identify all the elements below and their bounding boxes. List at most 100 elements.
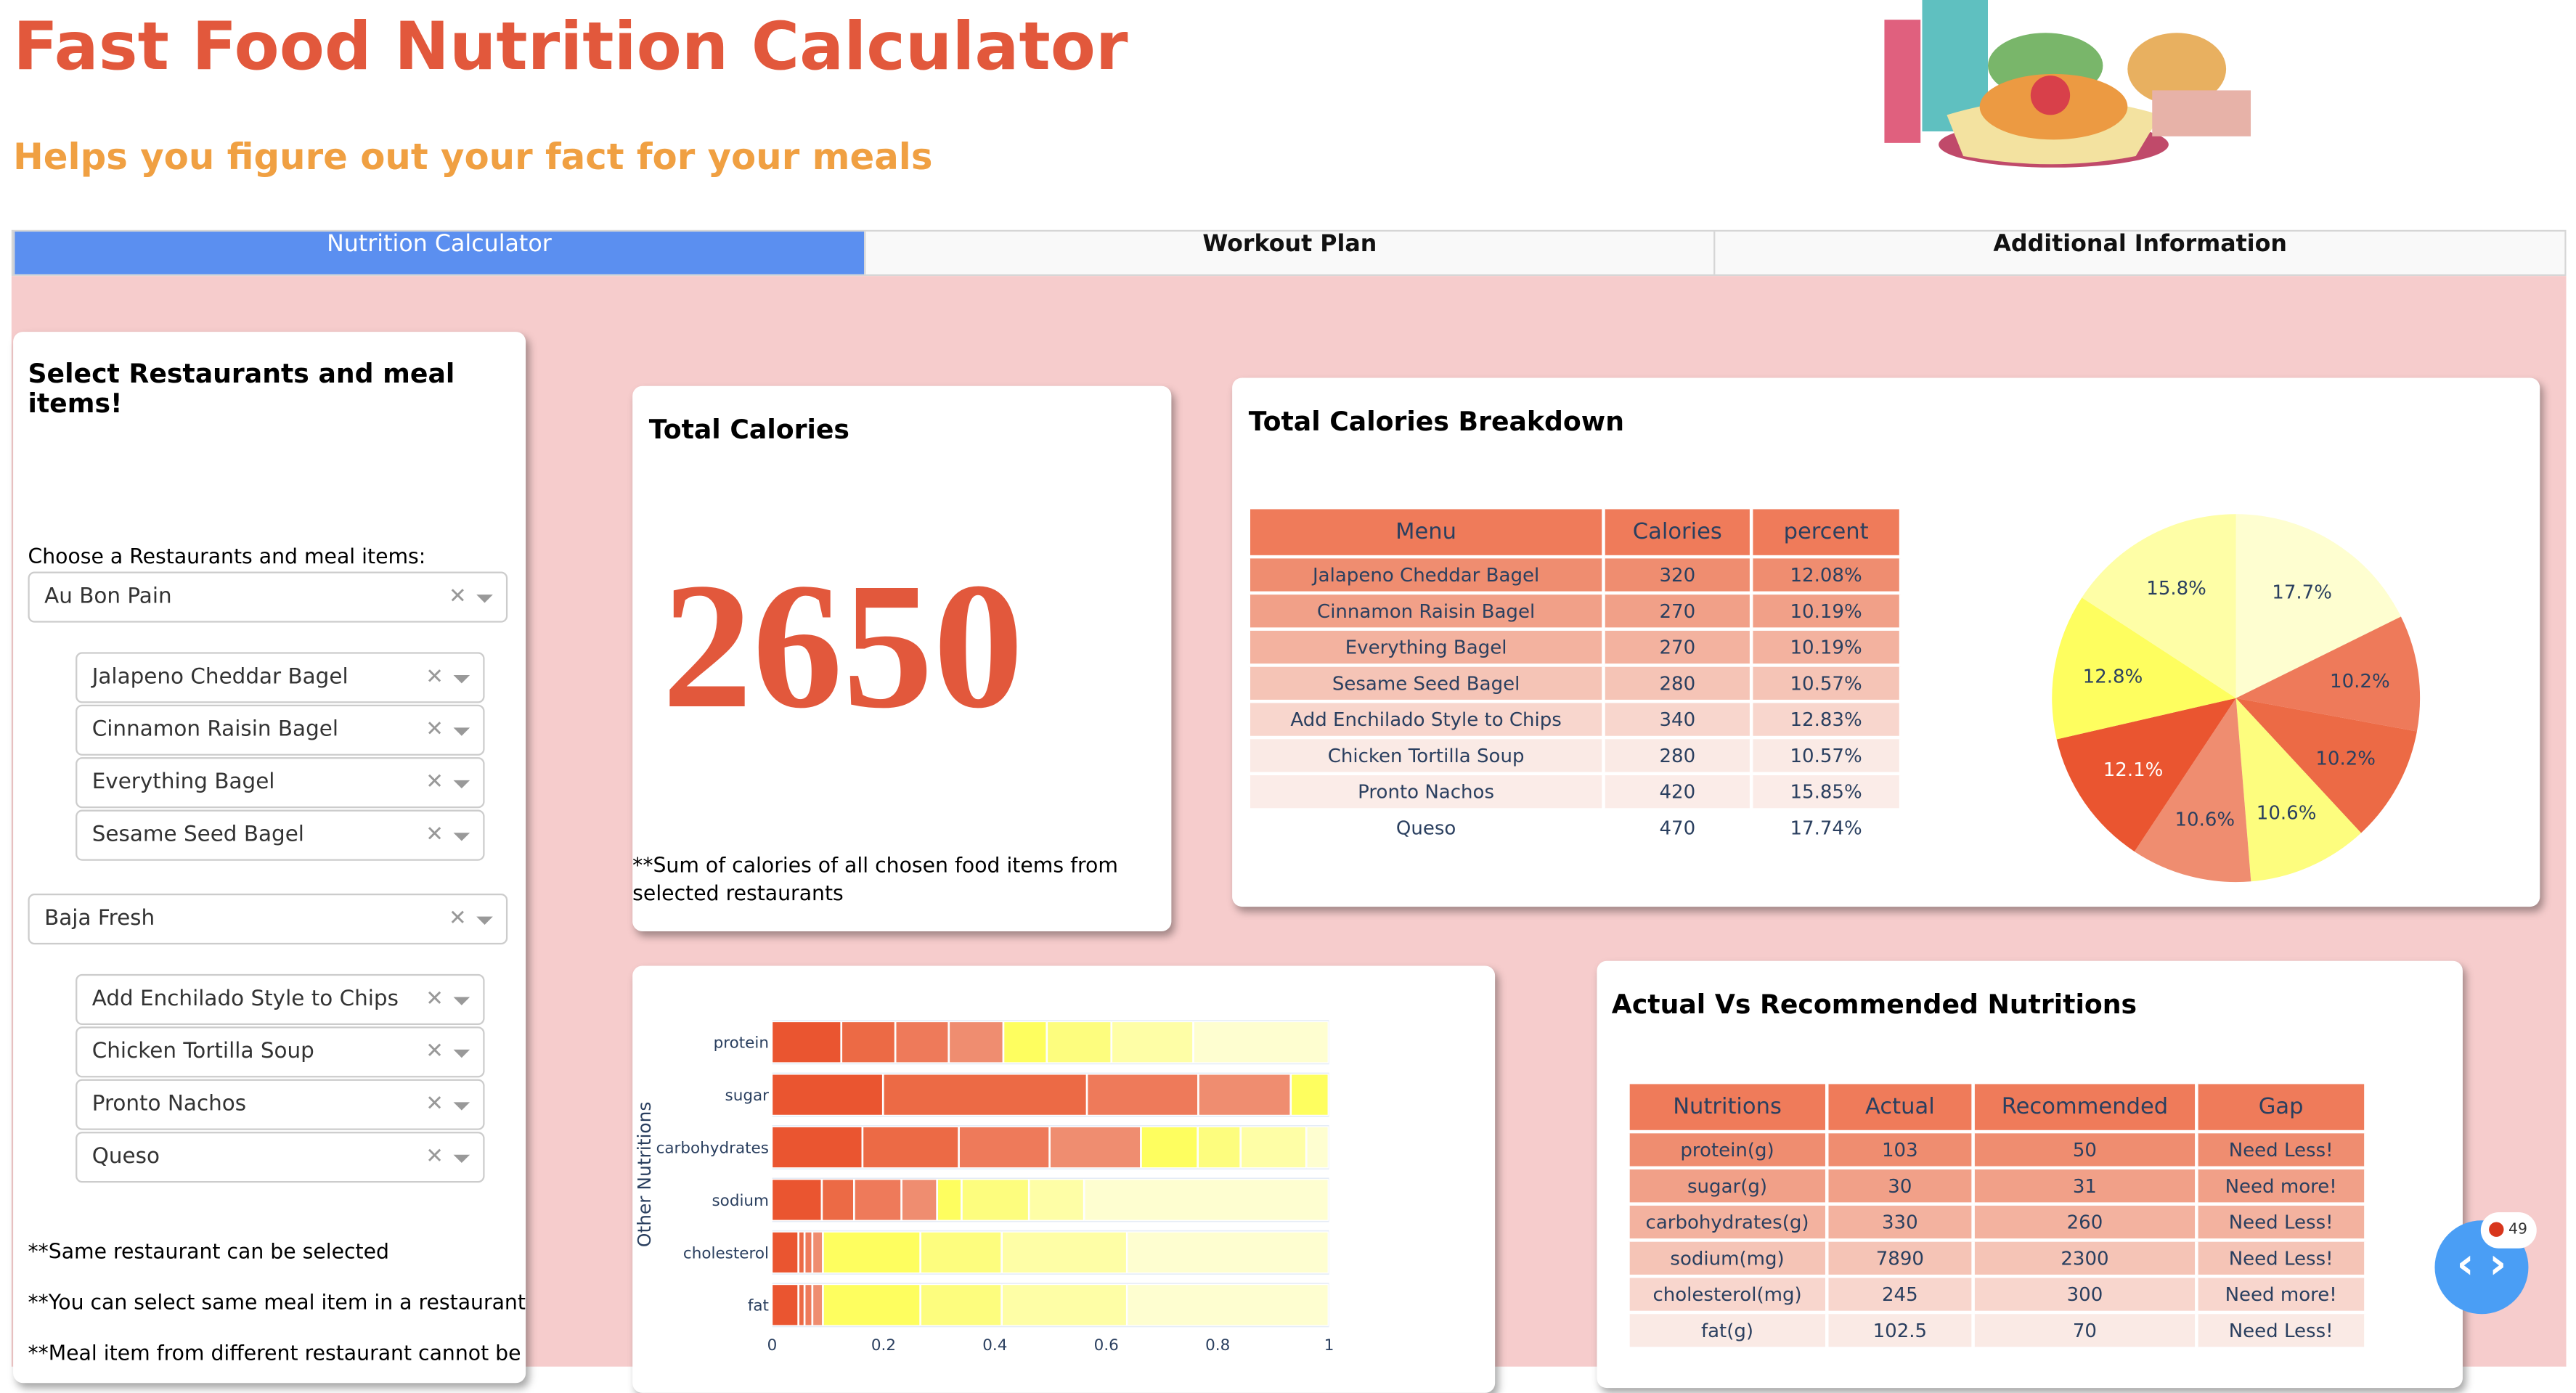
bar-segment[interactable] <box>821 1179 855 1221</box>
clear-icon[interactable]: ✕ <box>425 1092 444 1117</box>
table-cell: fat(g) <box>1626 1310 1828 1351</box>
pie-slice[interactable] <box>2082 514 2236 698</box>
bar-segment[interactable] <box>812 1283 823 1326</box>
pie-label: 15.8% <box>2146 578 2206 600</box>
meal-item-dropdown[interactable]: Queso ✕ <box>76 1132 485 1183</box>
bar-segment[interactable] <box>823 1283 921 1326</box>
pie-slice[interactable] <box>2052 597 2236 740</box>
chevron-down-icon[interactable] <box>453 727 470 736</box>
bar-segment[interactable] <box>812 1231 823 1274</box>
bar-segment[interactable] <box>883 1074 1088 1116</box>
x-tick-label: 0.8 <box>1205 1336 1230 1355</box>
bar-segment[interactable] <box>1290 1074 1329 1116</box>
meal-item-dropdown[interactable]: Cinnamon Raisin Bagel ✕ <box>76 704 485 756</box>
bar-segment[interactable] <box>895 1021 949 1063</box>
clear-icon[interactable]: ✕ <box>425 717 444 743</box>
bar-segment[interactable] <box>961 1179 1030 1221</box>
bar-segment[interactable] <box>862 1126 959 1169</box>
bar-segment[interactable] <box>1197 1126 1241 1169</box>
bar-segment[interactable] <box>823 1231 921 1274</box>
bar-segment[interactable] <box>1049 1126 1141 1169</box>
table-row: Chicken Tortilla Soup 280 10.57% <box>1247 735 1903 776</box>
pie-slice[interactable] <box>2056 698 2236 852</box>
clear-icon[interactable]: ✕ <box>448 907 467 932</box>
bar-segment[interactable] <box>1141 1126 1198 1169</box>
tab-nutrition-calculator[interactable]: Nutrition Calculator <box>13 232 864 274</box>
bar-segment[interactable] <box>937 1179 962 1221</box>
table-row: Pronto Nachos 420 15.85% <box>1247 772 1903 812</box>
meal-item-dropdown[interactable]: Everything Bagel ✕ <box>76 757 485 809</box>
bar-segment[interactable] <box>920 1283 1002 1326</box>
meal-item-dropdown[interactable]: Chicken Tortilla Soup ✕ <box>76 1026 485 1078</box>
bar-segment[interactable] <box>841 1021 896 1063</box>
tab-workout-plan[interactable]: Workout Plan <box>863 232 1714 274</box>
bar-segment[interactable] <box>804 1231 812 1274</box>
pie-slice[interactable] <box>2235 698 2361 882</box>
bar-segment[interactable] <box>798 1283 805 1326</box>
bar-segment[interactable] <box>771 1021 841 1063</box>
error-badge[interactable]: 49 <box>2480 1212 2537 1249</box>
meal-item-dropdown[interactable]: Pronto Nachos ✕ <box>76 1079 485 1130</box>
restaurant-dropdown[interactable]: Baja Fresh ✕ <box>28 893 508 945</box>
selector-card: Select Restaurants and meal items! Choos… <box>13 332 526 1384</box>
x-tick-label: 0.4 <box>982 1336 1007 1355</box>
bar-segment[interactable] <box>1111 1021 1194 1063</box>
bar-segment[interactable] <box>771 1283 799 1326</box>
clear-icon[interactable]: ✕ <box>425 770 444 796</box>
bar-segment[interactable] <box>948 1021 1003 1063</box>
clear-icon[interactable]: ✕ <box>425 665 444 690</box>
bar-segment[interactable] <box>958 1126 1050 1169</box>
meal-item-dropdown[interactable]: Add Enchilado Style to Chips ✕ <box>76 973 485 1025</box>
bar-segment[interactable] <box>1046 1021 1112 1063</box>
bar-segment[interactable] <box>804 1283 812 1326</box>
bar-segment[interactable] <box>854 1179 902 1221</box>
clear-icon[interactable]: ✕ <box>425 1145 444 1170</box>
table-cell: sodium(mg) <box>1626 1238 1828 1278</box>
clear-icon[interactable]: ✕ <box>425 986 444 1012</box>
bar-segment[interactable] <box>1193 1021 1329 1063</box>
clear-icon[interactable]: ✕ <box>425 1039 444 1065</box>
bar-segment[interactable] <box>920 1231 1002 1274</box>
bar-segment[interactable] <box>771 1231 799 1274</box>
meal-item-dropdown[interactable]: Sesame Seed Bagel ✕ <box>76 809 485 861</box>
pie-slice[interactable] <box>2235 698 2417 833</box>
chevron-down-icon[interactable] <box>476 595 493 603</box>
chevron-down-icon[interactable] <box>476 916 493 925</box>
total-calories-title: Total Calories <box>648 414 849 446</box>
clear-icon[interactable]: ✕ <box>425 822 444 848</box>
meal-item-dropdown[interactable]: Jalapeno Cheddar Bagel ✕ <box>76 652 485 703</box>
bar-segment[interactable] <box>901 1179 937 1221</box>
table-cell: 10.57% <box>1749 663 1903 703</box>
clear-icon[interactable]: ✕ <box>448 584 467 610</box>
bar-segment[interactable] <box>1240 1126 1307 1169</box>
bar-segment[interactable] <box>771 1179 822 1221</box>
pie-slice[interactable] <box>2235 616 2421 732</box>
y-tick-label: sodium <box>712 1192 768 1210</box>
bar-segment[interactable] <box>798 1231 805 1274</box>
chevron-down-icon[interactable] <box>453 780 470 789</box>
chevron-down-icon[interactable] <box>453 833 470 841</box>
pie-slice[interactable] <box>2235 514 2401 698</box>
chevron-down-icon[interactable] <box>453 1102 470 1111</box>
pie-slice[interactable] <box>2134 698 2251 883</box>
table-row: fat(g) 102.5 70 Need Less! <box>1626 1310 2368 1351</box>
bar-segment[interactable] <box>1198 1074 1291 1116</box>
bar-segment[interactable] <box>1001 1283 1128 1326</box>
bar-segment[interactable] <box>1003 1021 1047 1063</box>
chevron-down-icon[interactable] <box>453 1154 470 1164</box>
chevron-down-icon[interactable] <box>453 675 470 684</box>
bar-segment[interactable] <box>771 1126 863 1169</box>
bar-segment[interactable] <box>771 1074 884 1116</box>
chevron-down-icon[interactable] <box>453 1049 470 1058</box>
bar-segment[interactable] <box>1127 1231 1329 1274</box>
bar-segment[interactable] <box>1127 1283 1329 1326</box>
pie-label: 10.6% <box>2174 809 2235 831</box>
tab-additional-information[interactable]: Additional Information <box>1713 232 2565 274</box>
restaurant-dropdown[interactable]: Au Bon Pain ✕ <box>28 571 508 623</box>
bar-segment[interactable] <box>1084 1179 1329 1221</box>
bar-segment[interactable] <box>1087 1074 1199 1116</box>
bar-segment[interactable] <box>1306 1126 1329 1169</box>
bar-segment[interactable] <box>1029 1179 1085 1221</box>
chevron-down-icon[interactable] <box>453 997 470 1005</box>
bar-segment[interactable] <box>1001 1231 1128 1274</box>
